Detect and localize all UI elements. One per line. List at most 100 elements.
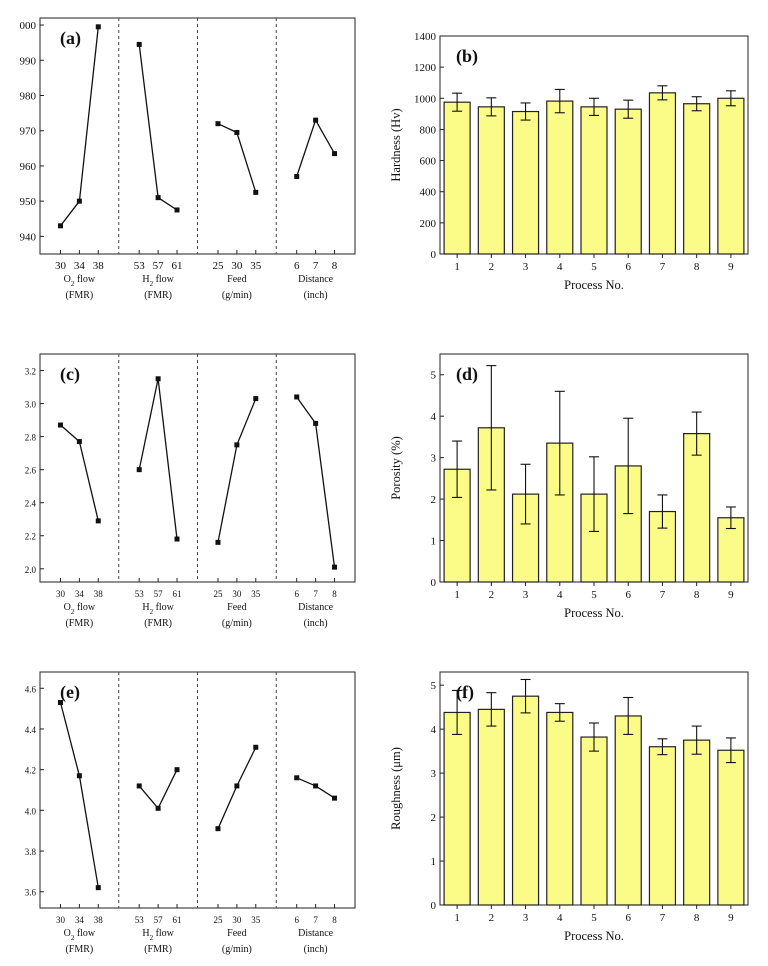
bar-f-0: [443, 711, 471, 906]
x-tick-label-c-1-2: 61: [173, 589, 182, 599]
factor-unit-c-3: (inch): [304, 618, 328, 629]
effect-point-a-3-2: [332, 151, 338, 157]
x-tick-label-a-0-2: 38: [93, 260, 105, 272]
x-tick-label-c-2-2: 35: [251, 589, 261, 599]
effect-point-e-2-1: [234, 783, 240, 789]
y-tick-label-f-0: 0: [431, 900, 437, 912]
bar-b-0: [443, 101, 471, 255]
x-axis-label-d: Process No.: [564, 606, 624, 620]
x-tick-label-a-2-2: 35: [250, 260, 262, 272]
effect-point-e-0-2: [95, 885, 101, 891]
effect-line-c-1: [138, 378, 178, 540]
x-tick-label-a-3-1: 7: [313, 260, 319, 272]
x-tick-label-b-8: 9: [728, 261, 734, 273]
bar-f-7: [683, 739, 711, 906]
x-tick-label-e-0-0: 30: [56, 915, 66, 925]
y-tick-label-b-5: 1000: [414, 93, 437, 105]
bar-b-6: [648, 92, 677, 255]
bar-b-5: [614, 108, 642, 255]
effect-point-c-3-1: [313, 420, 319, 426]
effect-point-c-2-2: [253, 396, 259, 402]
x-tick-label-c-0-0: 30: [56, 589, 66, 599]
x-axis-label-b: Process No.: [564, 278, 624, 292]
bar-d-7: [683, 432, 711, 583]
y-axis-label-f: Roughness (μm): [389, 747, 403, 830]
y-tick-label-f-2: 2: [431, 812, 437, 824]
x-tick-label-d-1: 2: [489, 589, 495, 601]
effect-point-e-3-1: [313, 783, 319, 789]
x-tick-label-d-7: 8: [694, 589, 700, 601]
factor-unit-c-2: (g/min): [222, 618, 252, 629]
y-tick-label-e-2: 4.0: [25, 806, 37, 816]
factor-unit-c-0: (FMR): [65, 618, 93, 629]
x-tick-label-e-0-1: 34: [75, 915, 85, 925]
y-tick-label-d-4: 4: [431, 411, 437, 423]
x-tick-label-d-3: 4: [557, 589, 563, 601]
effect-point-a-2-1: [234, 129, 240, 135]
panel-label-b: (b): [456, 46, 478, 67]
x-tick-label-d-8: 9: [728, 589, 734, 601]
x-tick-label-c-3-0: 6: [294, 589, 299, 599]
effect-line-c-2: [217, 398, 257, 543]
y-tick-label-a-3: 970: [20, 126, 37, 138]
x-tick-label-c-2-0: 25: [213, 589, 223, 599]
factor-name-e-0: O2 flow: [64, 928, 96, 942]
x-tick-label-f-6: 7: [660, 912, 666, 924]
y-tick-label-d-1: 1: [431, 536, 437, 548]
factor-name-a-0: O2 flow: [64, 274, 96, 288]
x-tick-label-c-0-2: 38: [94, 589, 104, 599]
x-tick-label-e-1-0: 53: [135, 915, 145, 925]
x-tick-label-e-2-0: 25: [213, 915, 223, 925]
y-tick-label-e-0: 3.6: [25, 888, 37, 898]
x-tick-label-b-4: 5: [591, 261, 597, 273]
factor-unit-e-3: (inch): [304, 944, 328, 955]
effect-point-e-0-0: [57, 700, 63, 706]
y-tick-label-b-1: 200: [420, 218, 437, 230]
y-tick-label-c-5: 3.0: [25, 400, 37, 410]
x-tick-label-c-3-1: 7: [313, 589, 318, 599]
bar-b-4: [580, 106, 608, 255]
y-tick-label-f-4: 4: [431, 724, 437, 736]
y-tick-label-c-0: 2.0: [25, 565, 37, 575]
effect-line-e-0: [59, 702, 99, 888]
effect-point-c-2-1: [234, 442, 240, 448]
effect-point-e-2-0: [215, 826, 221, 832]
x-tick-label-f-7: 8: [694, 912, 700, 924]
y-tick-label-d-5: 5: [431, 370, 437, 382]
x-tick-label-b-3: 4: [557, 261, 563, 273]
y-tick-label-f-3: 3: [431, 768, 437, 780]
y-tick-label-c-3: 2.6: [25, 466, 37, 476]
y-tick-label-f-5: 5: [431, 680, 437, 692]
bar-f-8: [717, 749, 745, 906]
y-tick-label-a-0: 940: [20, 231, 37, 243]
panel-label-e: (e): [60, 682, 80, 703]
y-axis-label-b: Hardness (Hv): [389, 108, 403, 181]
bar-b-7: [683, 103, 711, 255]
y-tick-label-b-7: 1400: [414, 31, 437, 43]
panel-e: (e) 3.6 3.8 4.0 4.2 4.4 4.6 30 34 38 O2 flow (FMR) 5…: [25, 671, 356, 955]
effect-point-c-1-0: [136, 467, 142, 473]
y-tick-label-b-2: 400: [420, 187, 437, 199]
effect-point-e-1-1: [155, 805, 161, 811]
x-tick-label-e-3-0: 6: [294, 915, 299, 925]
bar-b-2: [511, 110, 540, 255]
x-tick-label-f-1: 2: [489, 912, 495, 924]
effect-point-a-1-2: [174, 207, 180, 213]
y-tick-label-c-4: 2.8: [25, 433, 37, 443]
panel-label-d: (d): [456, 364, 478, 385]
x-tick-label-f-2: 3: [523, 912, 529, 924]
factor-unit-a-0: (FMR): [65, 290, 93, 301]
x-tick-label-e-2-1: 30: [232, 915, 242, 925]
x-tick-label-c-0-1: 34: [75, 589, 85, 599]
effect-point-a-0-0: [57, 223, 63, 229]
x-tick-label-a-2-0: 25: [212, 260, 224, 272]
x-tick-label-d-2: 3: [523, 589, 529, 601]
panel-c: (c) 2.0 2.2 2.4 2.6 2.8 3.0 3.2 30 34 38 O2 flow (FM…: [25, 353, 356, 629]
x-tick-label-a-1-0: 53: [134, 260, 146, 272]
effect-point-a-1-0: [136, 41, 142, 47]
y-tick-label-a-6: 000: [20, 20, 37, 32]
factor-name-a-3: Distance: [298, 274, 334, 285]
factor-name-c-1: H2 flow: [142, 602, 174, 616]
y-tick-label-d-3: 3: [431, 453, 437, 465]
factor-unit-a-1: (FMR): [144, 290, 172, 301]
